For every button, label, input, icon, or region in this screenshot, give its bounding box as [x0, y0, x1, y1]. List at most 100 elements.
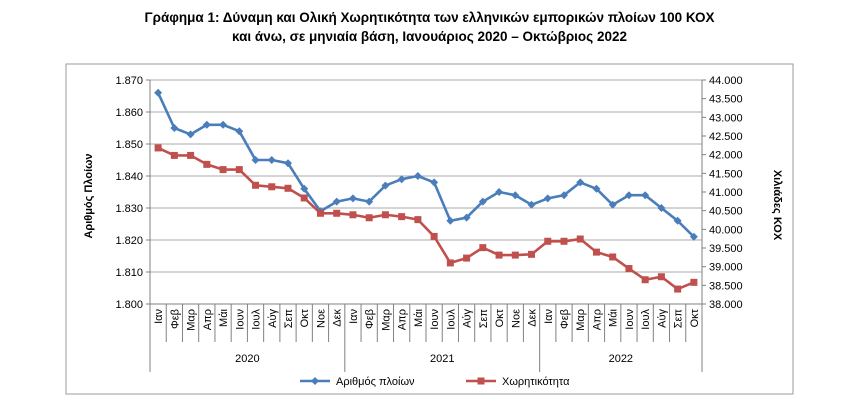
legend: Αριθμός πλοίων Χωρητικότητα	[300, 376, 570, 388]
data-point	[252, 181, 260, 189]
x-tick-label: Ιουν	[234, 309, 246, 330]
x-tick-label: Μαρ	[380, 309, 392, 331]
x-tick-label: Μάι	[218, 308, 230, 327]
y-tick-label-right: 43.000	[709, 112, 743, 124]
data-point	[219, 166, 227, 174]
data-point	[349, 211, 357, 219]
x-tick-label: Απρ	[397, 309, 409, 330]
data-point	[170, 124, 179, 132]
data-point	[446, 259, 454, 267]
x-tick-label: Απρ	[591, 309, 603, 330]
data-point	[430, 178, 439, 187]
data-point	[235, 166, 243, 174]
data-point	[528, 250, 536, 258]
data-point	[332, 197, 341, 206]
x-tick-label: Ιαν	[153, 309, 165, 324]
x-tick-label: Μάι	[413, 308, 425, 327]
data-point	[511, 251, 519, 259]
x-tick-label: Αύγ	[267, 309, 279, 328]
data-point	[381, 211, 389, 219]
data-point	[641, 191, 650, 200]
data-point	[673, 216, 682, 225]
legend-entry: Αριθμός πλοίων	[336, 376, 415, 388]
data-point	[543, 194, 552, 203]
x-tick-label: Οκτ	[494, 308, 506, 327]
x-tick-label: Σεπ	[673, 309, 685, 329]
data-point	[479, 244, 487, 252]
data-point	[186, 130, 195, 139]
y-tick-label-left: 1.810	[115, 267, 143, 279]
data-point	[625, 265, 633, 273]
year-label: 2020	[235, 353, 259, 365]
series-2	[154, 144, 698, 293]
x-tick-label: Νοε	[510, 309, 522, 328]
data-point	[284, 184, 292, 192]
y-tick-label-right: 44.000	[709, 75, 743, 87]
data-point	[576, 235, 584, 243]
series-line	[156, 92, 695, 238]
data-point	[624, 191, 633, 200]
data-point	[267, 156, 276, 164]
y-tick-label-right: 39.000	[709, 262, 743, 274]
data-point	[202, 120, 211, 129]
data-point	[592, 184, 601, 193]
x-tick-label: Ιουν	[624, 309, 636, 330]
x-tick-label: Ιουλ	[251, 309, 263, 330]
y-tick-label-right: 42.500	[709, 131, 743, 143]
data-point	[316, 209, 324, 217]
chart-title: Γράφημα 1: Δύναμη και Ολική Χωρητικότητα…	[0, 8, 859, 46]
x-tick-label: Φεβ	[364, 309, 376, 329]
data-point	[689, 232, 698, 241]
legend-swatch-marker	[477, 377, 485, 385]
y-tick-label-right: 38.000	[709, 299, 743, 311]
x-tick-label: Φεβ	[169, 309, 181, 329]
data-point	[235, 127, 244, 136]
data-point	[674, 285, 682, 293]
x-tick-label: Νοε	[315, 309, 327, 328]
data-point	[397, 175, 406, 184]
data-point	[365, 214, 373, 222]
data-point	[414, 216, 422, 224]
data-point	[690, 278, 698, 286]
y-tick-label-left: 1.800	[115, 299, 143, 311]
x-tick-label: Ιουλ	[640, 309, 652, 330]
data-point	[560, 191, 568, 200]
data-point	[430, 232, 438, 240]
data-point	[187, 151, 195, 159]
data-point	[268, 183, 276, 191]
y-tick-label-right: 38.500	[709, 280, 743, 292]
y-tick-label-left: 1.840	[115, 171, 143, 183]
data-point	[300, 184, 309, 193]
data-point	[478, 197, 487, 206]
y-tick-label-left: 1.850	[115, 139, 143, 151]
data-point	[398, 213, 406, 221]
legend-entry: Χωρητικότητα	[502, 376, 570, 388]
data-point	[219, 120, 228, 129]
data-point	[592, 248, 600, 256]
data-point	[511, 191, 520, 200]
x-tick-label: Οκτ	[689, 308, 701, 327]
data-point	[348, 194, 357, 203]
data-point	[365, 197, 374, 206]
x-tick-label: Δεκ	[332, 309, 344, 327]
y-tick-label-right: 41.500	[709, 168, 743, 180]
data-point	[462, 213, 471, 222]
data-point	[527, 200, 536, 209]
data-point	[576, 178, 585, 187]
chart-title-line-1: Γράφημα 1: Δύναμη και Ολική Χωρητικότητα…	[144, 10, 715, 25]
data-point	[641, 276, 649, 284]
x-tick-label: Δεκ	[527, 309, 539, 327]
x-tick-label: Μάι	[608, 308, 620, 327]
data-point	[333, 209, 341, 217]
x-tick-label: Ιουν	[429, 309, 441, 330]
y-tick-label-right: 40.500	[709, 206, 743, 218]
data-point	[154, 144, 162, 152]
year-label: 2022	[609, 353, 633, 365]
x-tick-label: Σεπ	[283, 309, 295, 329]
data-point	[413, 172, 422, 180]
y-tick-label-right: 40.000	[709, 224, 743, 236]
series-1	[154, 88, 698, 241]
x-tick-label: Ιαν	[348, 309, 360, 324]
y-tick-label-left: 1.820	[115, 235, 143, 247]
